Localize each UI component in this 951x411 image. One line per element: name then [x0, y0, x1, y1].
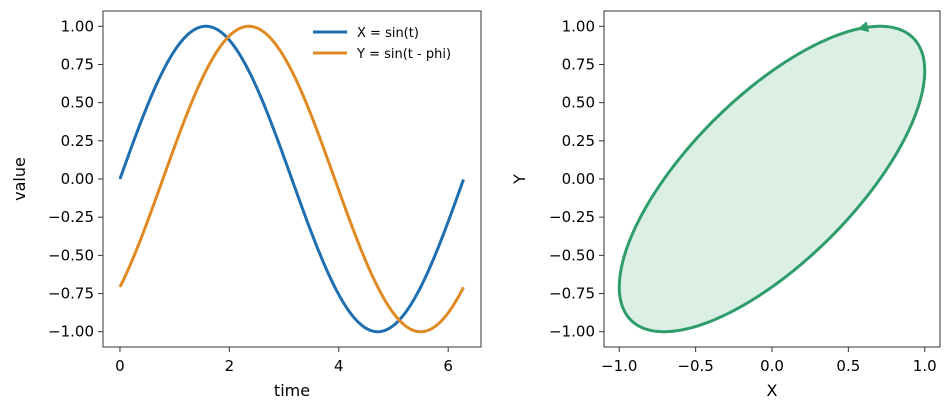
x-tick-label: 0.0 — [760, 357, 784, 375]
y-tick-label: −1.00 — [549, 323, 595, 341]
direction-arrow — [857, 21, 870, 33]
legend-entry: Y = sin(t - phi) — [356, 47, 451, 62]
phase-portrait-y-label: Y — [510, 174, 529, 185]
x-tick-label: 1.0 — [913, 357, 937, 375]
phase-portrait-y-ticks: −1.00 −0.75 −0.50 −0.25 0.00 0.25 0.50 0.75 1.00 — [549, 17, 604, 341]
y-tick-label: 0.00 — [562, 170, 595, 188]
time-series-y-ticks: −1.00 −0.75 −0.50 −0.25 0.00 0.25 0.50 0.75 1.00 — [48, 17, 103, 341]
time-series-plot-area — [118, 24, 465, 334]
time-series-y-label: value — [10, 157, 29, 201]
x-tick-label: 0 — [115, 357, 125, 375]
y-tick-label: 0.50 — [562, 94, 595, 112]
y-tick-label: 0.50 — [61, 94, 94, 112]
y-tick-label: 0.75 — [61, 55, 94, 73]
y-tick-label: −1.00 — [48, 323, 94, 341]
x-tick-label: −0.5 — [677, 357, 713, 375]
time-series-legend: X = sin(t) Y = sin(t - phi) — [313, 26, 451, 62]
phase-portrait-panel: −1.0 −0.5 0.0 0.5 1.0 −1.00 −0.75 −0.50 −0.25 0.… — [510, 10, 941, 400]
y-tick-label: −0.50 — [48, 246, 94, 264]
y-tick-label: −0.50 — [549, 246, 595, 264]
legend-entry: X = sin(t) — [357, 26, 419, 41]
y-tick-label: 0.00 — [61, 170, 94, 188]
y-tick-label: 0.25 — [562, 132, 595, 150]
ellipse-line — [617, 24, 927, 334]
x-tick-label: 2 — [225, 357, 235, 375]
ellipse-fill — [619, 26, 925, 332]
y-tick-label: −0.75 — [549, 285, 595, 303]
y-tick-label: 0.75 — [562, 55, 595, 73]
y-tick-label: 0.25 — [61, 132, 94, 150]
series-line-y — [118, 24, 465, 334]
time-series-panel: 0 2 4 6 −1.00 −0.75 −0.50 −0.25 0.00 0.25 0.50 0.7… — [10, 10, 482, 400]
phase-portrait-x-ticks: −1.0 −0.5 0.0 0.5 1.0 — [601, 347, 937, 375]
phase-portrait-plot-area — [617, 21, 927, 334]
x-tick-label: 6 — [443, 357, 453, 375]
y-tick-label: 1.00 — [61, 17, 94, 35]
series-line-x — [118, 24, 465, 334]
x-tick-label: −1.0 — [601, 357, 637, 375]
y-tick-label: −0.75 — [48, 285, 94, 303]
y-tick-label: −0.25 — [549, 208, 595, 226]
time-series-x-ticks: 0 2 4 6 — [115, 347, 453, 375]
phase-portrait-x-label: X — [767, 381, 778, 400]
y-tick-label: −0.25 — [48, 208, 94, 226]
x-tick-label: 0.5 — [836, 357, 860, 375]
time-series-x-label: time — [274, 381, 310, 400]
x-tick-label: 4 — [334, 357, 344, 375]
y-tick-label: 1.00 — [562, 17, 595, 35]
